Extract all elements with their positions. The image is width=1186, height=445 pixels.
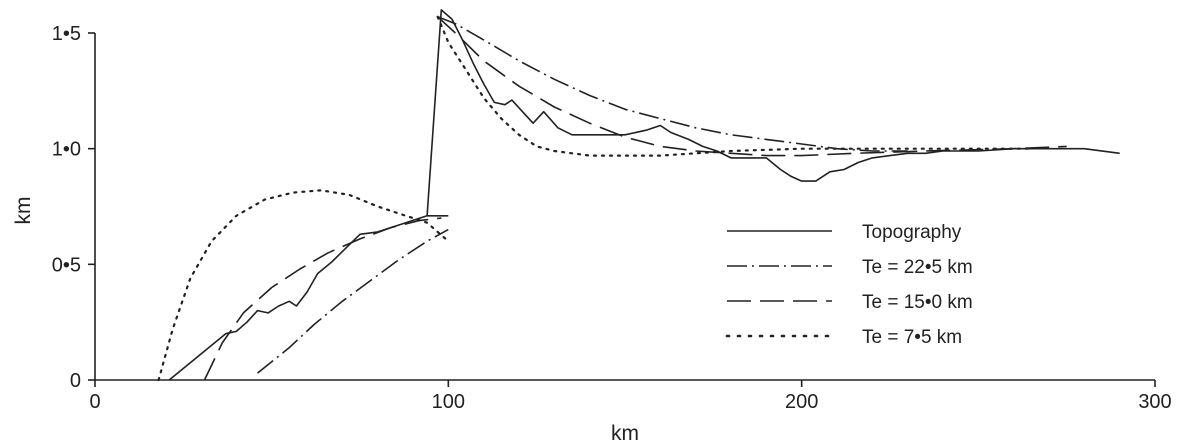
axes: 0 100 200 300 0 0•5 1•0 1•5 <box>52 23 1172 413</box>
series-line <box>437 16 908 152</box>
x-tick-label: 200 <box>785 391 818 413</box>
x-tick-label: 300 <box>1138 391 1171 413</box>
series-line <box>157 189 450 382</box>
legend-label: Te = 22•5 km <box>862 257 973 278</box>
y-tick-label: 0•5 <box>52 254 81 276</box>
series-line <box>426 9 1120 216</box>
series-dashdot <box>256 16 908 374</box>
series-line <box>436 15 1033 157</box>
y-tick-label: 1•5 <box>52 23 81 45</box>
legend-label: Te = 15•0 km <box>862 292 973 313</box>
x-tick-label: 0 <box>89 391 100 413</box>
x-tick-label: 100 <box>432 391 465 413</box>
legend-label: Topography <box>862 222 962 243</box>
legend-label: Te = 7•5 km <box>862 327 962 348</box>
series-line <box>256 228 449 374</box>
y-tick-label: 1•0 <box>52 139 81 161</box>
series-layer <box>157 9 1120 382</box>
y-axis-title: km <box>12 197 35 225</box>
series-solid <box>168 9 1120 381</box>
y-tick-label: 0 <box>70 370 81 392</box>
series-dotted <box>157 15 1033 382</box>
legend: Topography Te = 22•5 km Te = 15•0 km Te = 7… <box>725 222 973 348</box>
series-line <box>437 16 1067 157</box>
series-line <box>168 215 449 381</box>
series-dashed <box>203 16 1067 381</box>
series-line <box>203 217 442 381</box>
x-axis-title: km <box>611 422 639 445</box>
